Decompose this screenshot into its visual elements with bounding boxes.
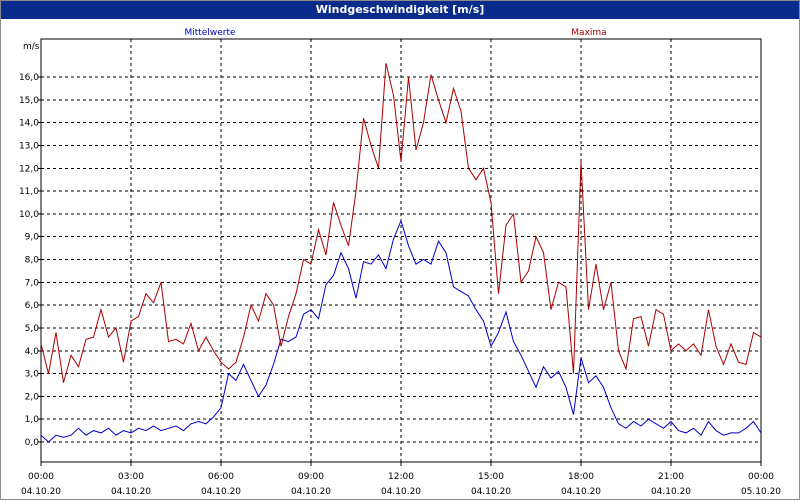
x-tick-date: 04.10.20 <box>381 487 421 497</box>
x-tick-date: 04.10.20 <box>21 487 61 497</box>
x-tick-time: 15:00 <box>478 472 504 482</box>
y-tick-label: 11,0 <box>19 187 39 197</box>
y-tick-label: 9,0 <box>25 233 40 243</box>
y-tick-label: 12,0 <box>19 164 39 174</box>
series-maxima-line <box>40 63 762 383</box>
y-axis-ticks: 0,0 1,0 2,0 3,0 4,0 5,0 6,0 7,0 8,0 9,0 10,0 11,0 12… <box>19 73 41 448</box>
chart-title: Windgeschwindigkeit [m/s] <box>1 1 799 19</box>
x-tick-time: 12:00 <box>388 472 414 482</box>
x-tick-time: 00:00 <box>28 472 54 482</box>
y-tick-label: 15,0 <box>19 96 39 106</box>
x-tick-date: 04.10.20 <box>111 487 151 497</box>
y-tick-label: 6,0 <box>25 301 40 311</box>
y-tick-label: 14,0 <box>19 119 39 129</box>
legend-mittelwerte: Mittelwerte <box>184 28 235 38</box>
y-tick-label: 16,0 <box>19 73 39 83</box>
y-tick-label: 2,0 <box>25 392 40 402</box>
y-tick-label: 4,0 <box>25 347 40 357</box>
x-tick-time: 06:00 <box>208 472 234 482</box>
y-tick-label: 5,0 <box>25 324 40 334</box>
y-tick-label: 7,0 <box>25 278 40 288</box>
x-tick-time: 18:00 <box>568 472 594 482</box>
y-tick-label: 0,0 <box>25 438 40 448</box>
x-tick-date: 04.10.20 <box>471 487 511 497</box>
grid <box>41 39 761 462</box>
y-tick-label: 8,0 <box>25 256 40 266</box>
legend-maxima: Maxima <box>571 28 606 38</box>
x-tick-time: 00:00 <box>748 472 774 482</box>
x-tick-time: 21:00 <box>658 472 684 482</box>
x-tick-date: 04.10.20 <box>651 487 691 497</box>
series-lines <box>40 63 762 443</box>
y-tick-label: 10,0 <box>19 210 39 220</box>
series-mittelwerte-line <box>40 219 762 443</box>
x-tick-date: 04.10.20 <box>201 487 241 497</box>
y-tick-label: 3,0 <box>25 370 40 380</box>
y-tick-label: 13,0 <box>19 141 39 151</box>
x-tick-time: 09:00 <box>298 472 324 482</box>
x-tick-time: 03:00 <box>118 472 144 482</box>
y-tick-label: 1,0 <box>25 415 40 425</box>
x-axis-ticks: 00:00 04.10.20 03:00 04.10.20 06:00 04.10.20 0… <box>21 462 781 497</box>
x-tick-date: 04.10.20 <box>561 487 601 497</box>
y-axis-label: m/s <box>23 42 40 52</box>
x-tick-date: 05.10.20 <box>741 487 781 497</box>
x-tick-date: 04.10.20 <box>291 487 331 497</box>
